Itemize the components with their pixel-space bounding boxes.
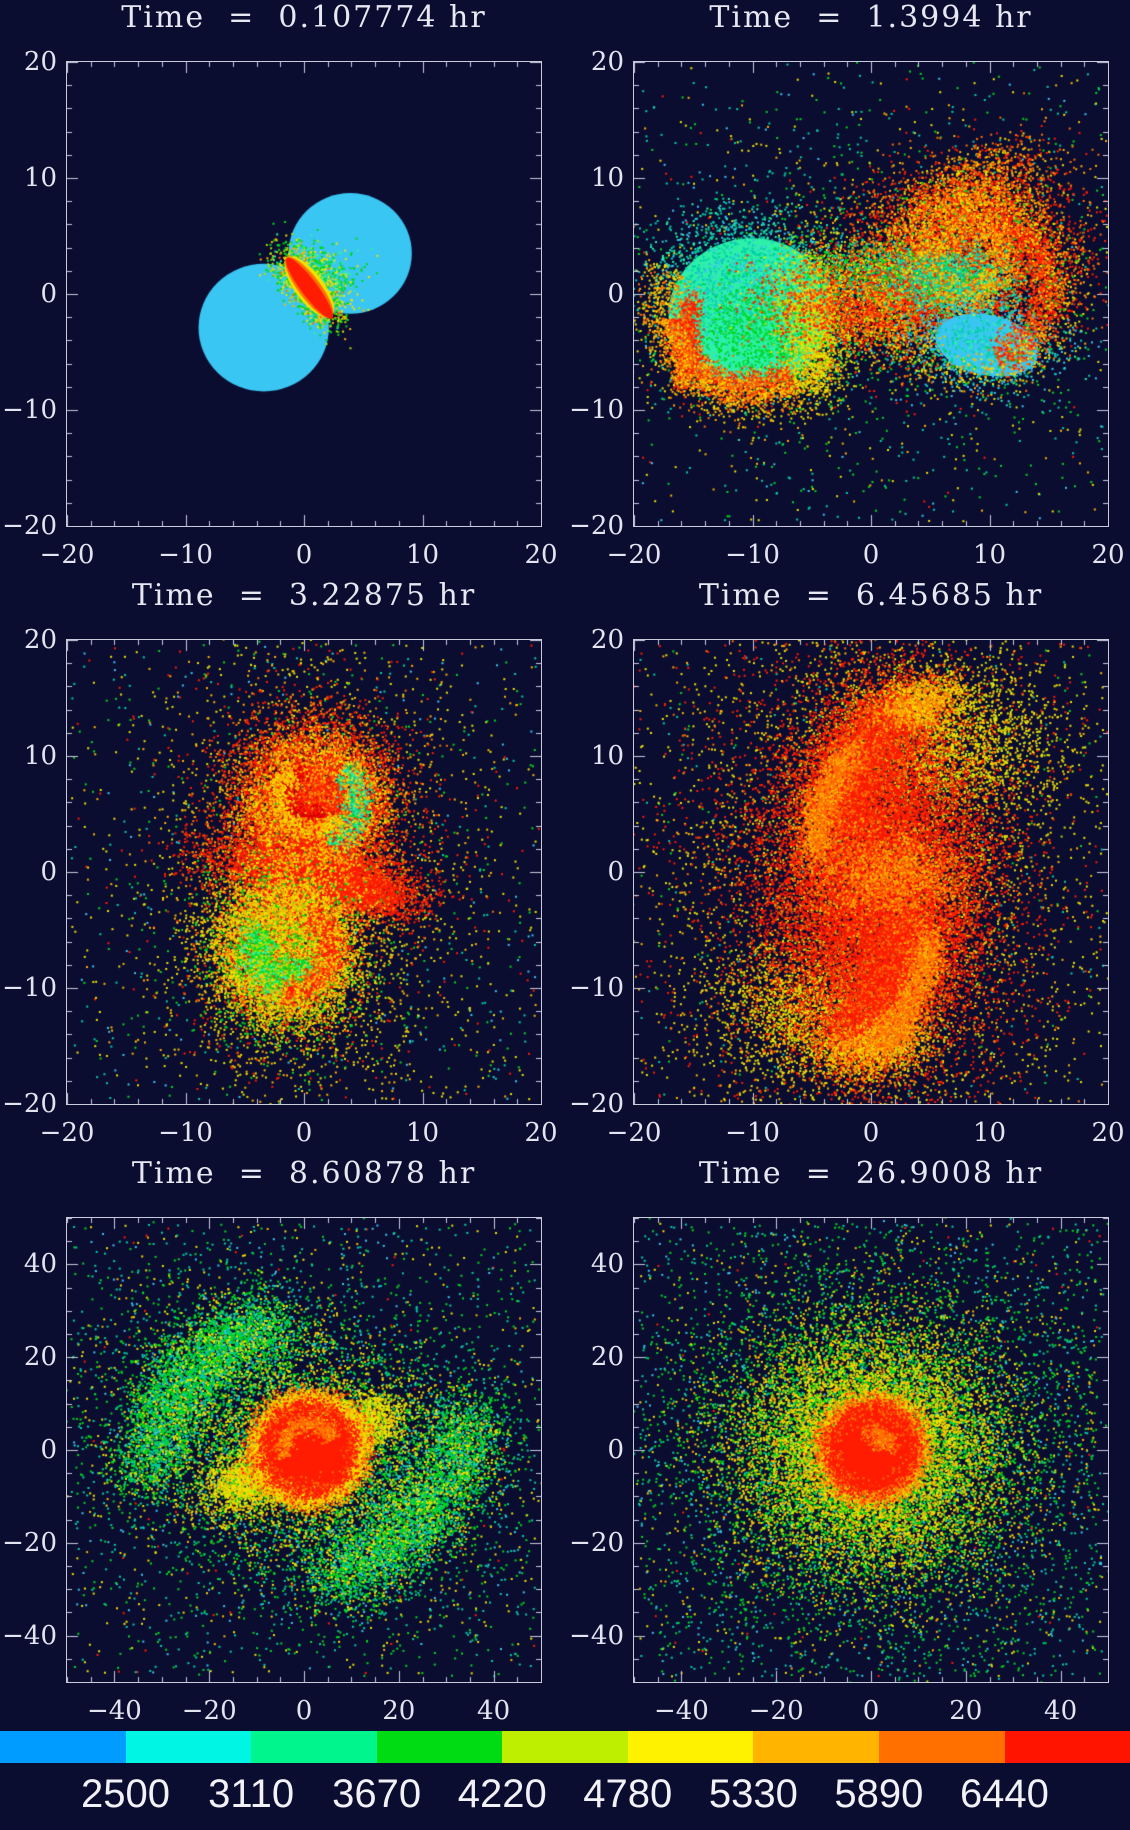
panel-2-plot	[633, 61, 1109, 527]
panel-1-plot	[66, 61, 542, 527]
x-tick-label: −10	[158, 1118, 213, 1148]
x-tick-label: −40	[86, 1696, 142, 1726]
y-tick-label: 0	[607, 279, 624, 309]
temperature-colorbar	[0, 1731, 1130, 1763]
x-tick-label: 20	[1091, 540, 1125, 570]
colorbar-value-label: 3110	[208, 1772, 295, 1816]
x-tick-label: −20	[606, 540, 662, 570]
x-tick-label: −20	[181, 1696, 237, 1726]
panel-6-plot	[633, 1217, 1109, 1683]
colorbar-value-label: 6440	[959, 1772, 1049, 1816]
x-tick-label: 20	[382, 1696, 416, 1726]
y-tick-label: −10	[2, 395, 57, 425]
x-tick-label: −20	[748, 1696, 804, 1726]
panel-5-plot	[66, 1217, 542, 1683]
x-tick-label: −20	[39, 540, 95, 570]
y-tick-label: −40	[569, 1620, 624, 1651]
x-tick-label: 20	[524, 540, 558, 570]
colorbar-segment	[753, 1731, 879, 1763]
colorbar-value-label: 3670	[332, 1772, 422, 1816]
x-tick-label: 20	[524, 1118, 558, 1148]
y-tick-label: 0	[40, 857, 57, 887]
colorbar-segment	[125, 1731, 252, 1763]
x-tick-label: 40	[1044, 1696, 1078, 1726]
x-tick-label: −10	[158, 540, 213, 570]
y-tick-label: −40	[2, 1620, 57, 1651]
x-tick-label: 0	[862, 1696, 880, 1726]
colorbar-segment	[502, 1731, 628, 1763]
x-tick-label: −40	[653, 1696, 709, 1726]
y-tick-label: 10	[590, 163, 624, 193]
y-tick-label: −20	[2, 1089, 57, 1119]
panel-3-title: Time = 3.22875 hr	[131, 578, 477, 613]
y-tick-label: −10	[569, 973, 624, 1003]
panel-6-title: Time = 26.9008 hr	[698, 1156, 1044, 1191]
colorbar-segment	[251, 1731, 377, 1763]
x-tick-label: 10	[405, 540, 440, 570]
x-tick-label: −20	[606, 1118, 662, 1148]
x-tick-label: 0	[295, 1696, 313, 1726]
colorbar-segment	[376, 1731, 503, 1763]
y-tick-label: 0	[607, 1435, 624, 1465]
y-tick-label: −20	[569, 1089, 624, 1119]
panel-4-plot	[633, 639, 1109, 1105]
y-tick-label: 10	[23, 741, 57, 771]
y-tick-label: −20	[2, 511, 57, 541]
x-tick-label: 10	[405, 1118, 440, 1148]
y-tick-label: −20	[569, 1527, 624, 1558]
y-tick-label: 20	[23, 625, 57, 655]
x-tick-label: −10	[725, 540, 780, 570]
x-tick-label: 20	[1091, 1118, 1125, 1148]
x-tick-label: 0	[862, 1118, 880, 1148]
y-tick-label: −10	[2, 973, 57, 1003]
y-tick-label: 40	[23, 1249, 57, 1280]
colorbar-value-label: 4220	[457, 1772, 547, 1816]
y-tick-label: 20	[590, 1342, 624, 1373]
y-tick-label: 0	[40, 279, 57, 309]
y-tick-label: 10	[23, 163, 57, 193]
y-tick-label: 20	[590, 47, 624, 77]
y-tick-label: −20	[569, 511, 624, 541]
x-tick-label: 40	[477, 1696, 511, 1726]
colorbar-value-label: 5890	[834, 1772, 924, 1816]
x-tick-label: −10	[725, 1118, 780, 1148]
colorbar-value-label: 4780	[583, 1772, 673, 1816]
panel-5-title: Time = 8.60878 hr	[131, 1156, 477, 1191]
y-tick-label: 40	[590, 1249, 624, 1280]
colorbar-value-label: 2500	[81, 1772, 171, 1816]
x-tick-label: 0	[295, 1118, 313, 1148]
x-tick-label: 10	[972, 1118, 1007, 1148]
y-tick-label: −20	[2, 1527, 57, 1558]
colorbar-segment	[627, 1731, 754, 1763]
x-tick-label: 0	[295, 540, 313, 570]
panel-1-title: Time = 0.107774 hr	[121, 0, 487, 35]
panel-4-title: Time = 6.45685 hr	[698, 578, 1044, 613]
colorbar-segment	[0, 1731, 126, 1763]
x-tick-label: 20	[949, 1696, 983, 1726]
x-tick-label: 10	[972, 540, 1007, 570]
panel-2-title: Time = 1.3994 hr	[709, 0, 1033, 35]
x-tick-label: 0	[862, 540, 880, 570]
y-tick-label: 0	[40, 1435, 57, 1465]
y-tick-label: 20	[23, 47, 57, 77]
x-tick-label: −20	[39, 1118, 95, 1148]
y-tick-label: 20	[590, 625, 624, 655]
y-tick-label: 0	[607, 857, 624, 887]
y-tick-label: −10	[569, 395, 624, 425]
panel-3-plot	[66, 639, 542, 1105]
y-tick-label: 10	[590, 741, 624, 771]
colorbar-value-label: 5330	[708, 1772, 798, 1816]
colorbar-segment	[1004, 1731, 1130, 1763]
colorbar-segment	[878, 1731, 1005, 1763]
y-tick-label: 20	[23, 1342, 57, 1373]
